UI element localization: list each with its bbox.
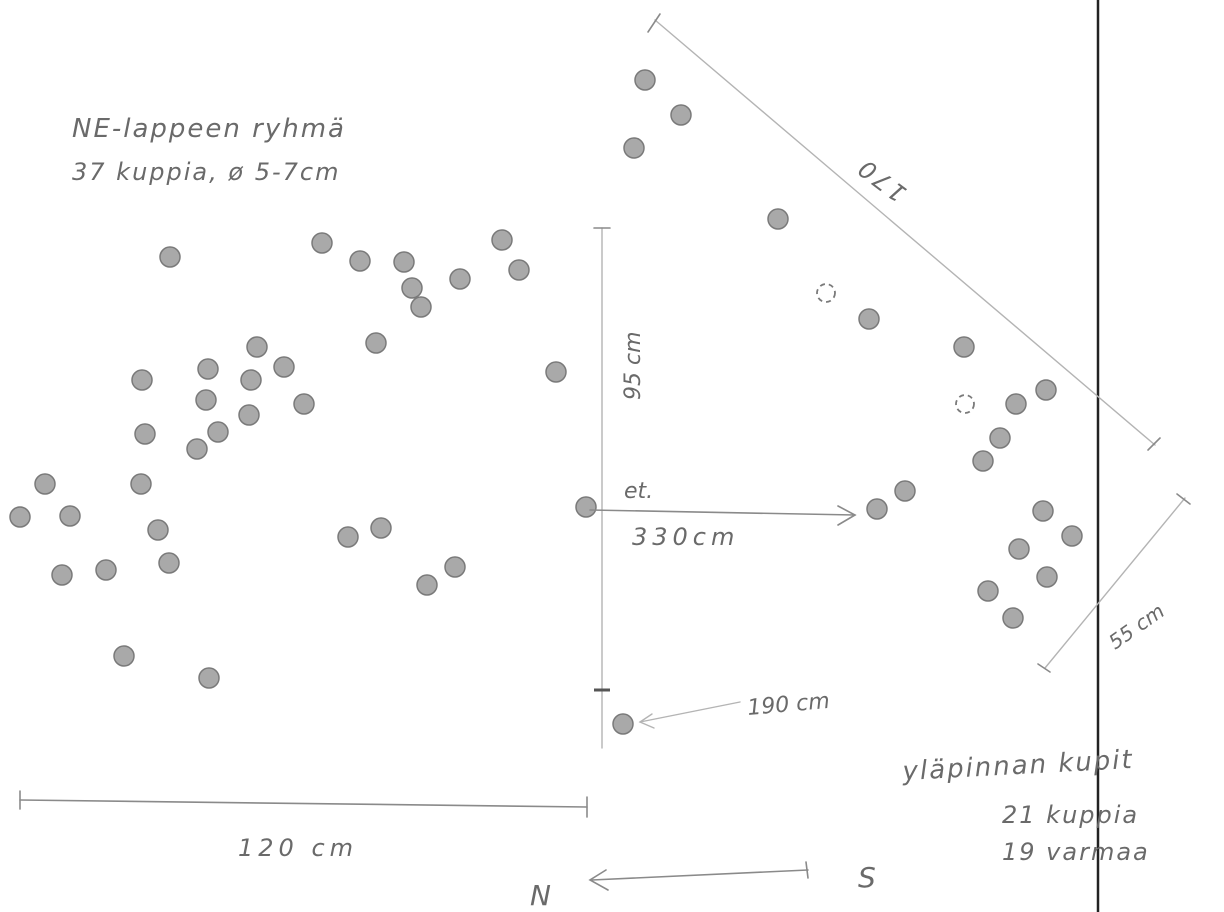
cup-mark [197, 358, 219, 380]
cup-mark [240, 369, 262, 391]
dimension-label-170: 170 [851, 152, 912, 207]
cup-marks [9, 69, 1083, 735]
top-surface-label-line-2: 21 kuppia [1002, 801, 1139, 829]
cup-mark [410, 296, 432, 318]
cup-mark [894, 480, 916, 502]
cup-mark [147, 519, 169, 541]
cup-mark [1005, 393, 1027, 415]
cup-mark [449, 268, 471, 290]
direction-arrow-shaft [591, 869, 809, 881]
cup-mark [130, 473, 152, 495]
dimension-line-120 [19, 799, 588, 808]
cup-mark [1061, 525, 1083, 547]
cup-mark [401, 277, 423, 299]
cup-mark [311, 232, 333, 254]
cup-mark [575, 496, 597, 518]
dimension-label-330: 330cm [632, 523, 739, 551]
cup-mark [1002, 607, 1024, 629]
dimension-tick-55-bottom [1037, 663, 1051, 673]
direction-arrow-tail-tick [805, 861, 809, 879]
arrow-190-shaft [639, 701, 741, 723]
cup-mark [858, 308, 880, 330]
dimension-label-190: 190 cm [746, 689, 830, 721]
cup-mark [545, 361, 567, 383]
cup-mark [977, 580, 999, 602]
arrow-330-shaft [589, 509, 856, 516]
uncertain-cup-marks [816, 283, 975, 414]
cup-mark [195, 389, 217, 411]
top-surface-label-line-1: yläpinnan kupit [901, 745, 1135, 787]
dimension-label-55: 55 cm [1104, 599, 1169, 654]
dimension-tick-170-bottom [1147, 437, 1161, 451]
cup-mark [273, 356, 295, 378]
cup-mark [365, 332, 387, 354]
cup-mark [767, 208, 789, 230]
cup-mark [131, 369, 153, 391]
cup-mark [508, 259, 530, 281]
cup-mark [623, 137, 645, 159]
cup-mark [159, 246, 181, 268]
dimension-line-170 [654, 19, 1156, 446]
cup-mark [370, 517, 392, 539]
cup-mark [59, 505, 81, 527]
cup-mark [1008, 538, 1030, 560]
cup-mark [9, 506, 31, 528]
cup-mark [866, 498, 888, 520]
dimension-tick-55-top [1176, 493, 1191, 505]
uncertain-cup-mark [816, 283, 836, 303]
direction-arrow-head [588, 869, 609, 891]
cup-mark [113, 645, 135, 667]
cup-mark [1032, 500, 1054, 522]
cup-mark [207, 421, 229, 443]
cup-mark [1035, 379, 1057, 401]
arrow-190-head [638, 713, 655, 729]
cup-mark [989, 427, 1011, 449]
cup-mark [634, 69, 656, 91]
cup-mark [246, 336, 268, 358]
group-title-line-2: 37 kuppia, ø 5-7cm [72, 158, 340, 186]
uncertain-cup-mark [955, 394, 975, 414]
cup-mark [51, 564, 73, 586]
cup-mark [134, 423, 156, 445]
direction-north-label: N [530, 879, 551, 912]
cup-mark [198, 667, 220, 689]
cup-mark [337, 526, 359, 548]
cup-mark [972, 450, 994, 472]
cup-mark [158, 552, 180, 574]
cup-mark [612, 713, 634, 735]
cup-mark [95, 559, 117, 581]
cup-mark [349, 250, 371, 272]
arrow-330-head [837, 505, 857, 526]
cup-mark [444, 556, 466, 578]
cup-mark [953, 336, 975, 358]
cup-mark [670, 104, 692, 126]
direction-south-label: S [858, 861, 876, 894]
group-title-line-1: NE-lappeen ryhmä [72, 114, 346, 144]
top-surface-label-line-3: 19 varmaa [1002, 838, 1150, 866]
dimension-prefix-330: et. [624, 479, 653, 504]
cup-mark [491, 229, 513, 251]
cup-mark [1036, 566, 1058, 588]
cup-mark [293, 393, 315, 415]
dimension-tick-170-top [647, 13, 661, 33]
cup-mark [238, 404, 260, 426]
cup-mark [34, 473, 56, 495]
cup-mark [186, 438, 208, 460]
cup-mark [416, 574, 438, 596]
cup-mark [393, 251, 415, 273]
dimension-label-120: 120 cm [238, 834, 358, 862]
dimension-line-55 [1044, 497, 1186, 669]
dimension-label-95: 95 cm [621, 331, 646, 400]
